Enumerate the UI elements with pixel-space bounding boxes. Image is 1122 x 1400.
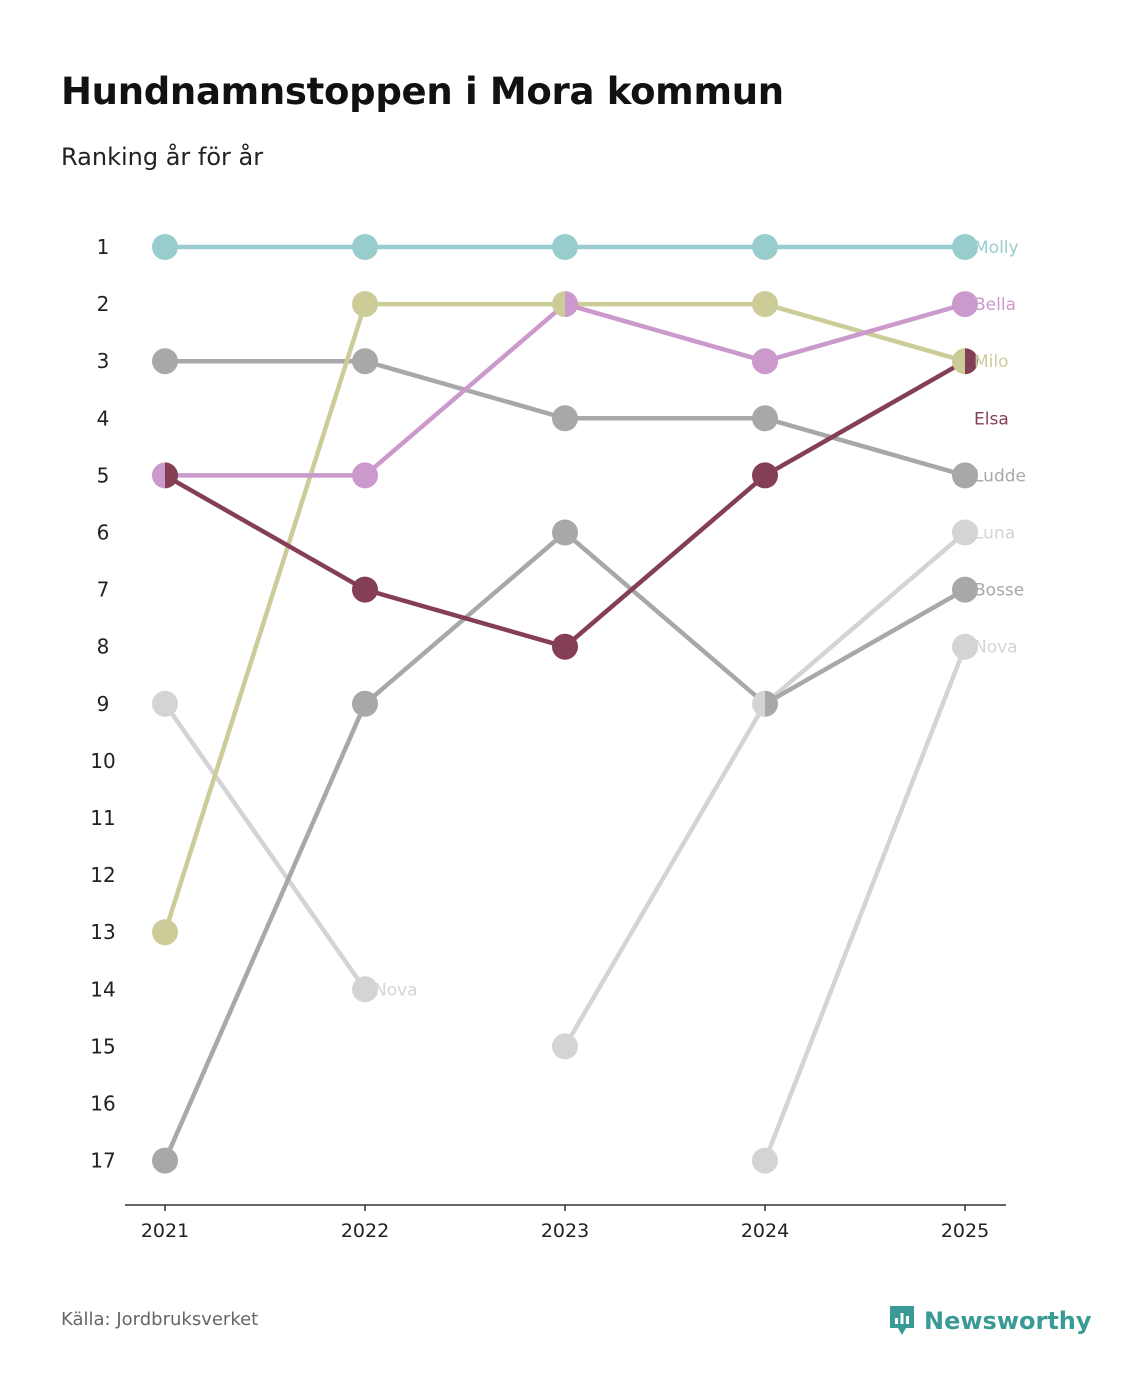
- data-point-bosse: [552, 519, 578, 546]
- data-point-bella: [352, 462, 378, 489]
- series-label-luna: Luna: [974, 524, 1015, 544]
- series-points: [152, 234, 979, 1174]
- data-point-molly: [752, 234, 778, 260]
- series-label-elsa: Elsa: [974, 409, 1009, 429]
- series-label-bosse: Bosse: [974, 581, 1024, 601]
- data-point-elsa: [965, 348, 979, 375]
- series-label-nova: Nova: [974, 638, 1018, 658]
- y-tick-label: 7: [97, 578, 110, 602]
- y-tick-label: 13: [90, 920, 115, 944]
- series-lines: [162, 244, 968, 1163]
- series-line-luna: [562, 701, 768, 1049]
- y-tick-label: 11: [90, 806, 115, 830]
- brand-logo: Newsworthy: [888, 1304, 1092, 1338]
- series-line-luna: [762, 530, 968, 707]
- y-tick-label: 17: [90, 1149, 115, 1173]
- data-point-bella: [152, 462, 165, 489]
- data-point-elsa: [352, 576, 378, 603]
- series-line-bosse: [562, 530, 768, 707]
- series-line-elsa: [162, 473, 368, 592]
- series-line-nova: [762, 644, 968, 1163]
- y-tick-label: 4: [97, 406, 110, 430]
- data-point-ludde: [552, 405, 578, 432]
- series-label-ludde: Ludde: [974, 466, 1026, 486]
- series-label-milo: Milo: [974, 352, 1009, 372]
- data-point-milo: [152, 919, 178, 946]
- y-tick-label: 15: [90, 1034, 115, 1058]
- x-tick-label: 2021: [141, 1220, 189, 1242]
- data-point-luna: [952, 519, 978, 546]
- series-line-bella: [562, 301, 768, 364]
- data-point-nova: [952, 633, 978, 660]
- data-point-milo: [752, 291, 778, 318]
- y-tick-label: 1: [97, 235, 110, 259]
- y-tick-label: 6: [97, 521, 110, 545]
- data-point-bella: [565, 291, 578, 318]
- data-point-bosse: [952, 576, 978, 603]
- data-point-bella: [952, 291, 978, 318]
- data-point-nova: [152, 690, 178, 717]
- data-point-luna: [752, 690, 765, 717]
- data-point-ludde: [152, 348, 178, 375]
- chart-subtitle: Ranking år för år: [61, 143, 264, 171]
- data-point-bosse: [352, 690, 378, 717]
- y-tick-label: 16: [90, 1092, 115, 1116]
- data-point-bosse: [765, 690, 779, 717]
- series-line-nova: [162, 701, 368, 992]
- series-line-elsa: [362, 587, 568, 649]
- data-point-bosse: [152, 1147, 178, 1174]
- series-label-nova: Nova: [374, 980, 418, 1000]
- data-point-elsa: [165, 462, 179, 489]
- data-point-ludde: [952, 462, 978, 489]
- data-point-molly: [352, 234, 378, 260]
- y-tick-label: 10: [90, 749, 115, 773]
- series-label-bella: Bella: [974, 295, 1016, 315]
- data-point-molly: [152, 234, 178, 260]
- data-point-nova: [352, 976, 378, 1003]
- data-point-elsa: [752, 462, 778, 489]
- series-line-elsa: [562, 473, 768, 649]
- data-point-milo: [552, 291, 565, 318]
- series-line-elsa: [762, 358, 968, 478]
- chart-title: Hundnamnstoppen i Mora kommun: [61, 70, 784, 113]
- series-line-bella: [762, 301, 968, 364]
- series-label-molly: Molly: [974, 238, 1019, 258]
- y-tick-label: 14: [90, 977, 115, 1001]
- series-line-bosse: [162, 701, 368, 1163]
- y-tick-label: 2: [97, 292, 110, 316]
- series-line-bosse: [762, 587, 968, 707]
- source-note: Källa: Jordbruksverket: [61, 1309, 259, 1330]
- x-tick-label: 2024: [741, 1220, 789, 1242]
- data-point-milo: [352, 291, 378, 318]
- x-tick-label: 2023: [541, 1220, 589, 1242]
- series-labels: Nova Luna Nova Bosse Ludde Milo Bella Elsa Molly: [374, 238, 1026, 1000]
- y-tick-label: 3: [97, 349, 110, 373]
- data-point-nova: [752, 1147, 778, 1174]
- series-line-ludde: [762, 416, 968, 478]
- series-line-bella: [362, 301, 568, 478]
- data-point-molly: [952, 234, 978, 260]
- x-tick-label: 2022: [341, 1220, 389, 1242]
- y-tick-label: 8: [97, 635, 110, 659]
- brand-name: Newsworthy: [924, 1307, 1092, 1335]
- y-tick-label: 9: [97, 692, 110, 716]
- series-line-milo: [162, 301, 368, 935]
- data-point-ludde: [752, 405, 778, 432]
- x-tick-label: 2025: [941, 1220, 989, 1242]
- data-point-elsa: [552, 633, 578, 660]
- data-point-luna: [552, 1033, 578, 1060]
- y-tick-label: 12: [90, 863, 115, 887]
- data-point-bella: [752, 348, 778, 375]
- data-point-ludde: [352, 348, 378, 375]
- y-tick-label: 5: [97, 463, 110, 487]
- newsworthy-logo-icon: [890, 1306, 914, 1335]
- data-point-milo: [952, 348, 965, 375]
- data-point-molly: [552, 234, 578, 260]
